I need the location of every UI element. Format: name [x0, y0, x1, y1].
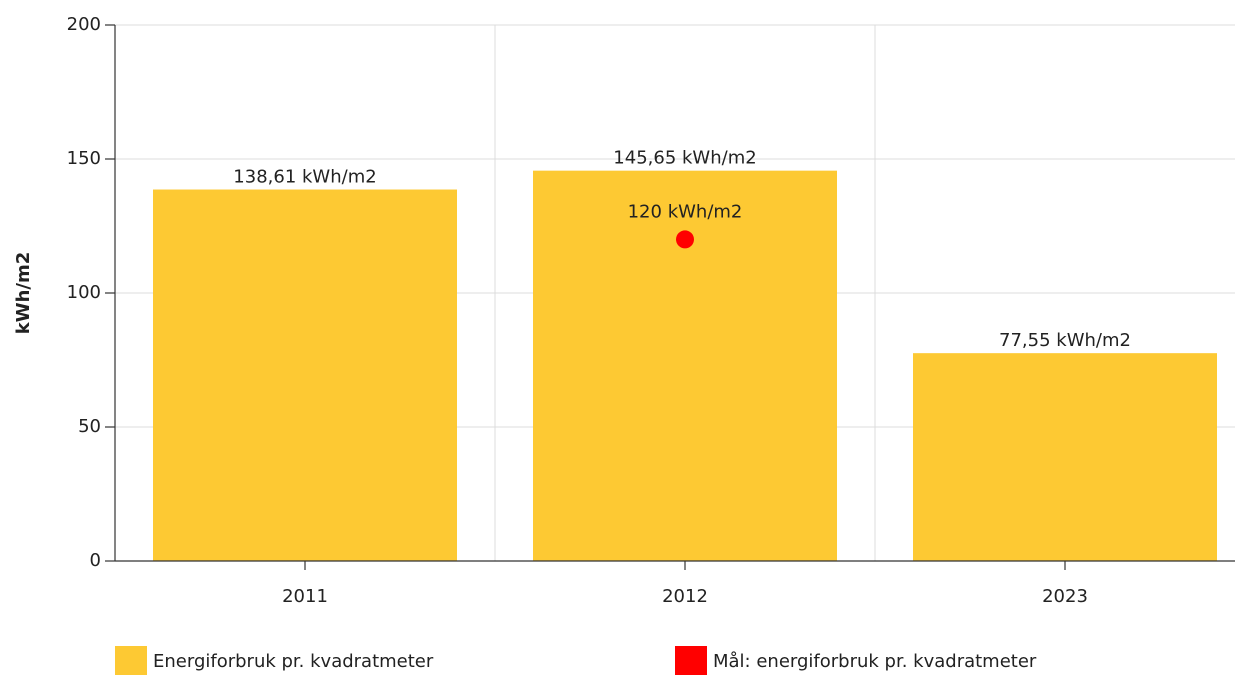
legend-label: Energiforbruk pr. kvadratmeter — [153, 651, 434, 672]
legend-label: Mål: energiforbruk pr. kvadratmeter — [713, 651, 1037, 672]
value-label: 145,65 kWh/m2 — [613, 148, 756, 169]
bar — [533, 170, 837, 561]
value-label: 138,61 kWh/m2 — [233, 167, 376, 188]
bar — [913, 353, 1217, 561]
bar — [153, 189, 457, 561]
x-tick-label: 2023 — [1042, 586, 1088, 607]
y-tick-label: 200 — [67, 14, 101, 35]
x-tick-label: 2011 — [282, 586, 328, 607]
legend-swatch — [675, 646, 707, 675]
legend-swatch — [115, 646, 147, 675]
y-tick-label: 150 — [67, 148, 101, 169]
y-tick-label: 100 — [67, 282, 101, 303]
x-tick-label: 2012 — [662, 586, 708, 607]
value-label: 77,55 kWh/m2 — [999, 330, 1131, 351]
value-label: 120 kWh/m2 — [628, 201, 743, 222]
y-tick-label: 0 — [90, 550, 101, 571]
y-axis-label: kWh/m2 — [13, 252, 34, 335]
target-dot — [676, 230, 694, 249]
y-tick-label: 50 — [78, 416, 101, 437]
